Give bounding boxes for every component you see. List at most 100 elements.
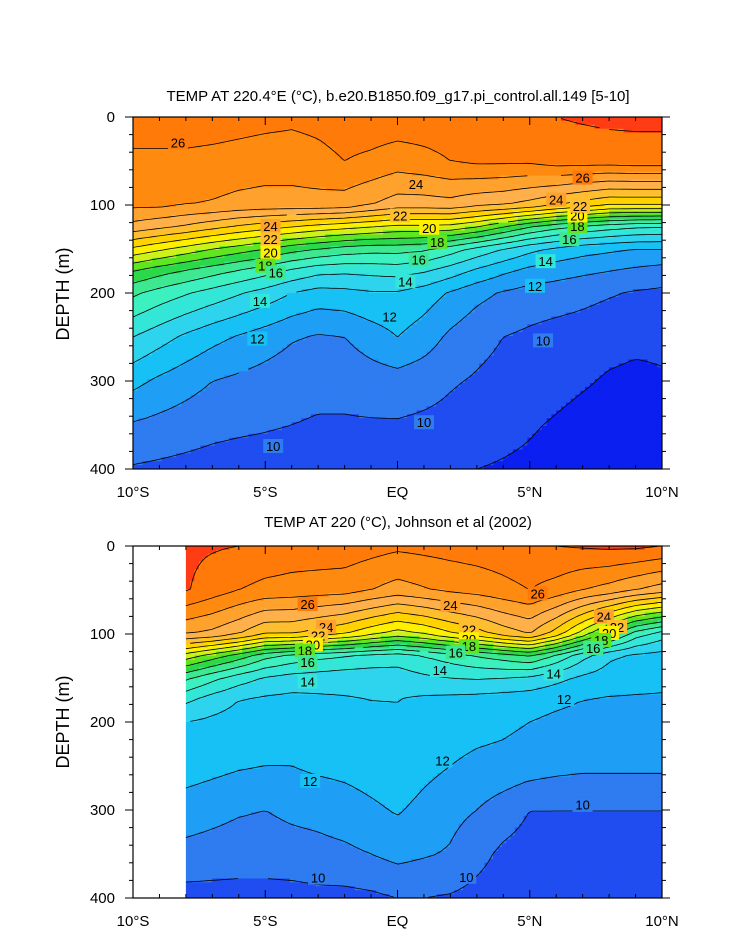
field-cell: [484, 214, 490, 220]
field-cell: [397, 179, 403, 185]
field-cell: [238, 203, 245, 208]
field-cell: [546, 226, 552, 232]
field-cell: [282, 171, 288, 177]
field-cell: [493, 183, 500, 188]
field-cell: [387, 246, 394, 251]
field-cell: [647, 222, 653, 228]
field-cell: [561, 179, 567, 185]
field-cell: [229, 222, 235, 228]
field-cell: [407, 226, 413, 232]
field-cell: [402, 120, 408, 126]
field-cell: [450, 218, 456, 224]
field-cell: [435, 257, 442, 263]
field-cell: [556, 136, 562, 142]
field-cell: [209, 171, 216, 177]
field-cell: [176, 124, 182, 130]
field-cell: [359, 171, 365, 177]
field-cell: [185, 265, 192, 271]
field-cell: [181, 183, 187, 188]
field-cell: [291, 269, 298, 275]
field-cell: [512, 285, 519, 290]
field-cell: [484, 289, 490, 294]
field-cell: [205, 179, 211, 185]
field-cell: [469, 187, 476, 192]
field-cell: [306, 261, 312, 267]
field-cell: [200, 144, 206, 149]
field-cell: [310, 199, 317, 204]
field-cell: [431, 183, 437, 188]
field-cell: [387, 249, 394, 255]
field-cell: [652, 246, 658, 251]
field-cell: [484, 117, 490, 122]
field-cell: [469, 124, 476, 130]
field-cell: [200, 249, 206, 255]
field-cell: [421, 210, 427, 216]
field-cell: [522, 210, 528, 216]
field-cell: [570, 183, 577, 188]
field-cell: [416, 148, 423, 153]
field-cell: [320, 148, 326, 153]
field-cell: [286, 226, 293, 232]
field-cell: [628, 179, 634, 185]
field-cell: [594, 195, 601, 200]
field-cell: [185, 195, 192, 200]
field-cell: [209, 246, 216, 251]
field-cell: [657, 289, 662, 294]
field-cell: [209, 257, 216, 263]
field-cell: [296, 222, 302, 228]
field-cell: [325, 203, 331, 208]
field-cell: [503, 203, 509, 208]
field-cell: [532, 163, 538, 169]
field-cell: [493, 191, 500, 196]
field-cell: [363, 206, 370, 212]
field-cell: [440, 203, 447, 208]
field-cell: [171, 265, 177, 271]
field-cell: [565, 265, 572, 271]
field-cell: [166, 191, 173, 196]
field-cell: [652, 120, 658, 126]
field-cell: [195, 285, 201, 290]
field-cell: [589, 249, 596, 255]
field-cell: [301, 136, 307, 142]
field-cell: [469, 226, 476, 232]
field-cell: [493, 148, 500, 153]
field-cell: [286, 293, 293, 298]
field-cell: [224, 148, 230, 153]
field-cell: [315, 226, 322, 232]
field-cell: [368, 214, 375, 220]
field-cell: [229, 261, 235, 267]
field-cell: [479, 238, 485, 243]
field-cell: [474, 234, 480, 239]
field-cell: [166, 210, 173, 216]
field-cell: [435, 253, 442, 259]
field-cell: [157, 163, 163, 169]
field-cell: [628, 261, 634, 267]
field-cell: [325, 171, 331, 177]
field-cell: [440, 289, 447, 294]
field-cell: [161, 203, 168, 208]
field-cell: [618, 222, 625, 228]
field-cell: [657, 246, 662, 251]
field-cell: [142, 187, 149, 192]
field-cell: [561, 148, 567, 153]
field-cell: [291, 132, 298, 138]
field-cell: [585, 117, 591, 122]
field-cell: [258, 179, 264, 185]
field-cell: [613, 261, 620, 267]
field-cell: [532, 160, 538, 165]
field-cell: [517, 152, 524, 157]
field-cell: [349, 124, 355, 130]
field-cell: [176, 210, 182, 216]
field-cell: [618, 230, 625, 235]
field-cell: [248, 246, 254, 251]
field-cell: [248, 269, 254, 275]
field-cell: [205, 156, 211, 161]
field-cell: [190, 203, 197, 208]
field-cell: [484, 230, 490, 235]
field-cell: [435, 199, 442, 204]
field-cell: [248, 195, 254, 200]
field-cell: [214, 148, 221, 153]
field-cell: [339, 265, 346, 271]
field-cell: [330, 242, 336, 247]
field-cell: [536, 226, 543, 232]
